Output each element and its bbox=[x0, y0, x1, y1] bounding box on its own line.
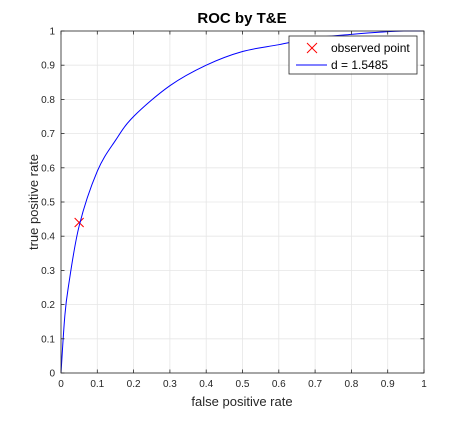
x-axis-label: false positive rate bbox=[191, 394, 292, 409]
x-tick-label: 0.5 bbox=[236, 379, 250, 390]
x-tick-label: 1 bbox=[421, 379, 427, 390]
x-tick-label: 0.6 bbox=[272, 379, 286, 390]
legend-label-observed: observed point bbox=[331, 41, 410, 55]
y-tick-label: 0.1 bbox=[41, 334, 55, 345]
y-tick-label: 0 bbox=[49, 369, 55, 380]
y-tick-label: 0.5 bbox=[41, 198, 55, 209]
x-tick-label: 0.7 bbox=[308, 379, 322, 390]
x-tick-label: 0.1 bbox=[90, 379, 104, 390]
x-tick-label: 0.4 bbox=[199, 379, 213, 390]
chart-title: ROC by T&E bbox=[197, 10, 286, 27]
y-tick-label: 0.9 bbox=[41, 61, 55, 72]
legend-label-d: d = 1.5485 bbox=[331, 58, 388, 72]
x-tick-label: 0 bbox=[58, 379, 64, 390]
y-tick-label: 0.7 bbox=[41, 129, 55, 140]
y-tick-label: 0.6 bbox=[41, 163, 55, 174]
legend: observed point d = 1.5485 bbox=[289, 36, 417, 74]
y-tick-label: 0.8 bbox=[41, 95, 55, 106]
y-tick-label: 0.3 bbox=[41, 266, 55, 277]
y-tick-label: 0.4 bbox=[41, 232, 55, 243]
y-tick-label: 1 bbox=[49, 27, 55, 38]
x-tick-label: 0.3 bbox=[163, 379, 177, 390]
x-tick-label: 0.8 bbox=[344, 379, 358, 390]
y-tick-label: 0.2 bbox=[41, 300, 55, 311]
x-tick-label: 0.9 bbox=[381, 379, 395, 390]
x-tick-label: 0.2 bbox=[127, 379, 141, 390]
y-axis-label: true positive rate bbox=[26, 154, 41, 250]
